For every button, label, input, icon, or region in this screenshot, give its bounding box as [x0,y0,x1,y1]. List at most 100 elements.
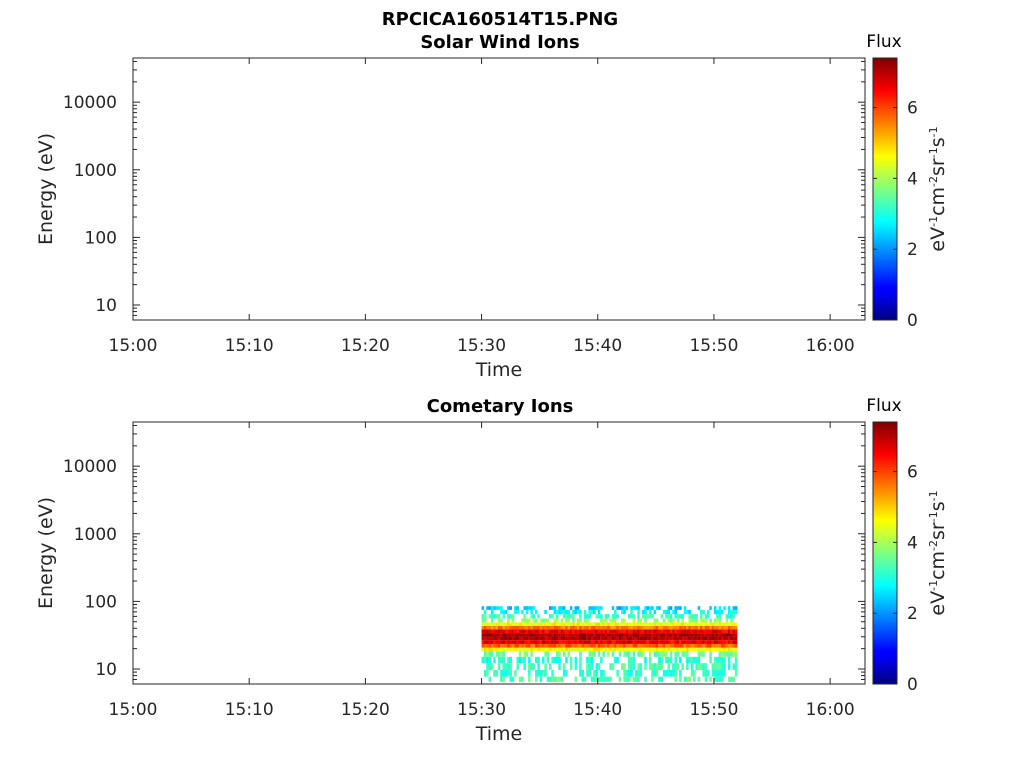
heatmap-cell [509,676,512,682]
heatmap-cell [541,636,545,641]
heatmap-cell [674,606,677,610]
heatmap-cell [546,625,550,630]
heatmap-cell [495,669,499,677]
heatmap-cell [732,606,736,610]
heatmap-cell [669,651,673,657]
heatmap-cell [727,633,731,637]
heatmap-cell [565,640,568,644]
heatmap-cell [723,633,726,637]
heatmap-cell [595,629,598,634]
heatmap-cell [688,625,691,630]
heatmap-cell [539,676,543,682]
heatmap-cell [665,647,668,652]
heatmap-cell [702,622,705,626]
heatmap-cell [583,629,587,634]
heatmap-cell [546,676,550,682]
heatmap-cell [651,647,654,652]
heatmap-cell [516,609,519,615]
heatmap-cell [535,640,538,644]
heatmap-cell [576,625,580,630]
heatmap-cell [667,669,670,677]
heatmap-cell [672,622,675,626]
heatmap-cell [521,647,524,652]
heatmap-cell [660,663,664,670]
heatmap-cell [548,636,552,641]
heatmap-cell [516,625,519,630]
heatmap-cell [697,663,701,670]
heatmap-cell [669,633,673,637]
heatmap-cell [579,618,582,623]
heatmap-cell [672,633,675,637]
heatmap-cell [509,629,512,634]
heatmap-cell [611,636,615,641]
heatmap-cell [525,625,529,630]
heatmap-cell [720,663,724,670]
heatmap-cell [514,622,517,626]
heatmap-cell [553,633,557,637]
heatmap-cell [546,636,550,641]
heatmap-cell [544,669,547,677]
heatmap-cell [495,651,499,657]
heatmap-cell [618,622,622,626]
heatmap-cell [597,647,601,652]
heatmap-cell [586,643,589,648]
heatmap-cell [681,633,684,637]
heatmap-cell [614,625,617,630]
heatmap-cell [676,618,680,623]
heatmap-cell [590,606,594,610]
heatmap-cell [511,633,515,637]
heatmap-cell [586,625,589,630]
heatmap-cell [734,609,738,615]
heatmap-cell [693,669,696,677]
heatmap-cell [588,651,591,657]
heatmap-cell [586,633,589,637]
heatmap-cell [562,629,566,634]
heatmap-cell [667,640,670,644]
heatmap-cell [588,640,591,644]
heatmap-cell [702,663,705,670]
heatmap-cell [586,622,589,626]
heatmap-cell [644,606,647,610]
heatmap-cell [706,629,710,634]
heatmap-cell [627,676,631,682]
heatmap-cell [709,636,712,641]
heatmap-cell [727,676,731,682]
heatmap-cell [683,647,687,652]
heatmap-cell [530,622,533,626]
heatmap-cell [621,609,624,615]
heatmap-cell [730,676,733,682]
heatmap-cell [483,609,487,615]
heatmap-cell [690,656,694,664]
heatmap-cell [618,651,622,657]
heatmap-cell [676,606,680,610]
heatmap-cell [669,647,673,652]
heatmap-cell [602,622,605,626]
heatmap-cell [718,656,722,664]
heatmap-cell [634,669,638,677]
heatmap-cell [600,622,603,626]
heatmap-cell [727,622,731,626]
heatmap-cell [720,676,724,682]
heatmap-cell [637,640,640,644]
heatmap-cell [535,609,538,615]
heatmap-cell [648,636,652,641]
heatmap-cell [555,676,559,682]
heatmap-cell [486,647,489,652]
heatmap-cell [674,636,677,641]
heatmap-cell [548,622,552,626]
heatmap-cell [576,640,580,644]
x-axis: 15:00 15:10 15:20 15:30 15:40 15:50 16:00 [109,58,855,356]
heatmap-cell [711,663,715,670]
heatmap-cell [514,636,517,641]
heatmap-cell [723,636,726,641]
heatmap-cell [607,647,610,652]
heatmap-cell [486,606,489,610]
heatmap-cell [558,609,561,615]
heatmap-cell [702,640,705,644]
heatmap-cell [497,643,501,648]
heatmap-cell [495,625,499,630]
heatmap-cell [700,629,703,634]
heatmap-cell [588,622,591,626]
heatmap-cell [579,633,582,637]
heatmap-cell [616,643,619,648]
